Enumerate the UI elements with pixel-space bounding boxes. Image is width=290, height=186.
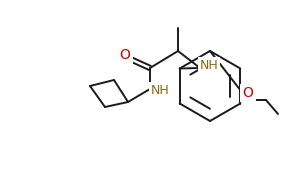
Text: O: O: [242, 86, 253, 100]
Text: O: O: [119, 48, 130, 62]
Text: NH: NH: [151, 84, 169, 97]
Text: NH: NH: [200, 59, 218, 71]
